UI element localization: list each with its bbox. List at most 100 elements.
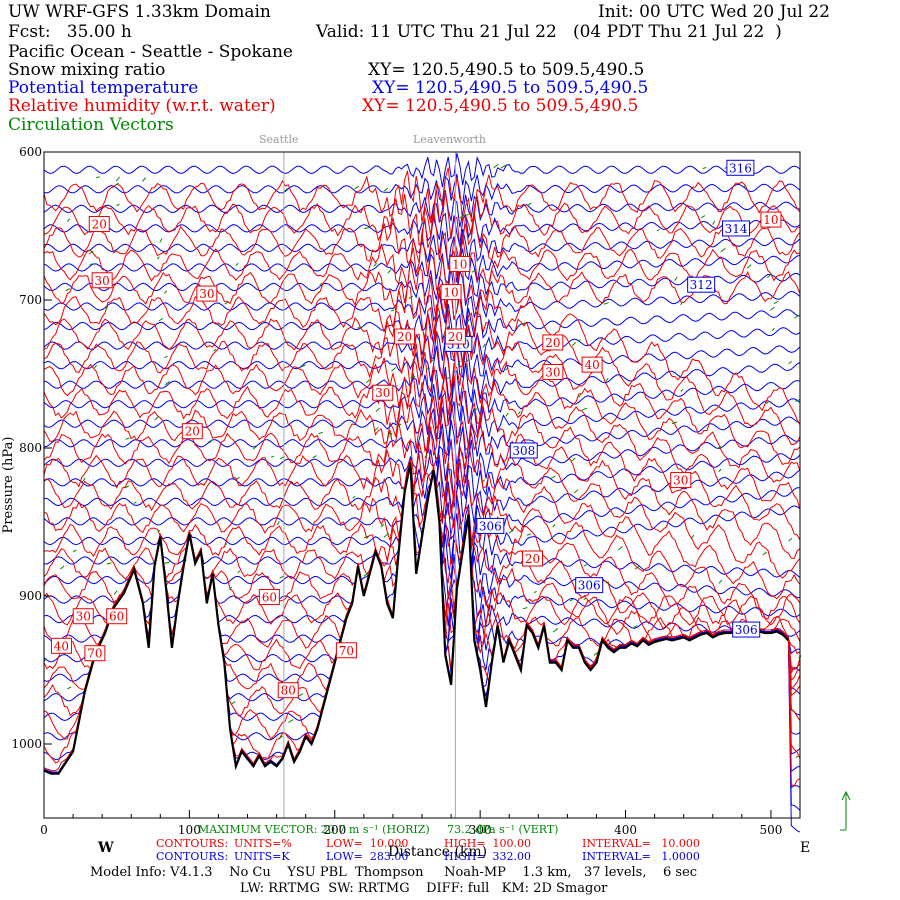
theta-contour-line — [43, 461, 801, 755]
vector-arrow — [633, 624, 638, 629]
vector-arrow — [762, 551, 767, 556]
vector-arrow — [157, 529, 161, 533]
rh-contour-low: LOW= 10.000 — [326, 837, 409, 850]
vector-arrow — [312, 455, 317, 459]
vector-arrow — [718, 468, 722, 473]
y-tick-label: 700 — [19, 293, 42, 307]
model-info-2: LW: RRTMG SW: RRTMG DIFF: full KM: 2D Sm… — [240, 881, 608, 896]
theta-contour-label: 314 — [725, 222, 748, 236]
vector-arrow — [72, 549, 77, 553]
rh-contour-label: 30 — [95, 274, 110, 288]
rh-contour-label-box — [50, 637, 72, 654]
vector-arrow — [252, 445, 257, 450]
vector-arrow — [88, 250, 94, 255]
valid-time: Valid: 11 UTC Thu 21 Jul 22 (04 PDT Thu … — [316, 22, 782, 42]
vector-arrow — [297, 693, 304, 697]
vector-arrow — [466, 212, 472, 216]
rh-contour-label-box — [542, 334, 564, 351]
vector-arrow — [788, 537, 793, 542]
vector-arrow — [125, 437, 130, 440]
vector-arrow — [288, 719, 294, 723]
vector-arrow — [717, 445, 722, 450]
vector-arrow — [391, 367, 397, 372]
vector-arrow — [141, 177, 147, 182]
vector-arrow — [517, 411, 521, 415]
vector-arrow — [224, 543, 228, 546]
rh-contour-interval: INTERVAL= 10.000 — [582, 837, 700, 850]
vector-arrow — [671, 421, 678, 425]
rh-contour-label-box — [542, 364, 564, 381]
vector-arrow — [408, 295, 414, 300]
vector-arrow — [702, 167, 707, 170]
vector-arrow — [270, 455, 275, 458]
vector-arrow — [133, 501, 137, 504]
rh-contour-line — [43, 459, 801, 600]
vector-arrow — [445, 377, 450, 380]
vector-arrow — [278, 735, 284, 740]
vector-arrow — [67, 686, 72, 690]
vector-arrow — [158, 317, 164, 322]
rh-contour-label: 10 — [763, 213, 778, 227]
rh-contour-label: 20 — [92, 218, 107, 232]
vector-arrow — [363, 572, 369, 577]
vector-arrow — [357, 325, 361, 329]
vector-arrow — [770, 306, 775, 311]
vector-arrow — [383, 187, 389, 192]
theta-contour-label-box — [722, 220, 751, 237]
rh-contour-label: 80 — [281, 684, 296, 698]
rh-contour-line — [43, 189, 801, 248]
vector-arrow — [383, 532, 390, 538]
vector-arrow — [93, 365, 98, 369]
x-tick-label: 500 — [759, 823, 782, 837]
rh-contour-label: 60 — [109, 610, 124, 624]
vector-arrow — [690, 534, 695, 540]
rh-contour-label-box — [670, 472, 692, 489]
rh-contour-label-box — [394, 328, 416, 345]
y-axis-label: Pressure (hPa) — [1, 437, 16, 534]
rh-contour-label: 70 — [339, 644, 354, 658]
location-label-seattle: Seattle — [259, 133, 299, 146]
field-xy-theta: XY= 120.5,490.5 to 509.5,490.5 — [372, 78, 649, 98]
vector-arrow — [389, 432, 393, 437]
vector-arrow — [363, 535, 370, 539]
vector-arrow — [522, 322, 526, 325]
theta-contour-label: 312 — [690, 278, 713, 292]
rh-contour-line — [43, 233, 801, 296]
vector-arrow — [113, 590, 118, 595]
terrain-line — [43, 462, 790, 775]
theta-contour-label: 306 — [479, 519, 502, 533]
vector-arrow — [81, 477, 86, 483]
rh-contour-label-box — [440, 284, 462, 301]
rh-contour-label: 10 — [452, 257, 467, 271]
vector-arrow — [164, 355, 168, 359]
vector-arrow — [464, 358, 470, 363]
vector-arrow — [236, 476, 240, 480]
x-tick-label: 400 — [614, 823, 637, 837]
rh-contour-label: 40 — [54, 639, 69, 653]
west-label: W — [98, 840, 114, 856]
vector-arrow — [159, 238, 163, 243]
rh-contour-label-box — [335, 642, 357, 659]
vector-arrow — [746, 264, 752, 269]
vector-arrow — [578, 394, 582, 398]
vector-arrow — [154, 416, 159, 421]
theta-contour-label: 316 — [729, 161, 752, 175]
vector-arrow — [582, 407, 588, 411]
vector-arrow — [593, 651, 599, 656]
vector-arrow — [471, 269, 477, 273]
rh-contour-label-box — [88, 216, 110, 233]
rh-contour-label: 20 — [545, 336, 560, 350]
rh-contour-label-box — [521, 550, 543, 567]
vector-arrow — [213, 348, 217, 352]
theta-contour-label: 308 — [512, 444, 535, 458]
rh-contour-line — [43, 459, 801, 740]
vector-arrow — [276, 521, 280, 526]
y-tick-label: 900 — [19, 589, 42, 603]
vector-arrow — [794, 399, 800, 402]
init-time: Init: 00 UTC Wed 20 Jul 22 — [598, 2, 830, 22]
vector-arrow — [65, 288, 71, 292]
vertical-scale-arrow — [840, 790, 851, 831]
vector-arrow — [712, 220, 716, 225]
rh-contour-high: HIGH= 100.00 — [444, 837, 532, 850]
